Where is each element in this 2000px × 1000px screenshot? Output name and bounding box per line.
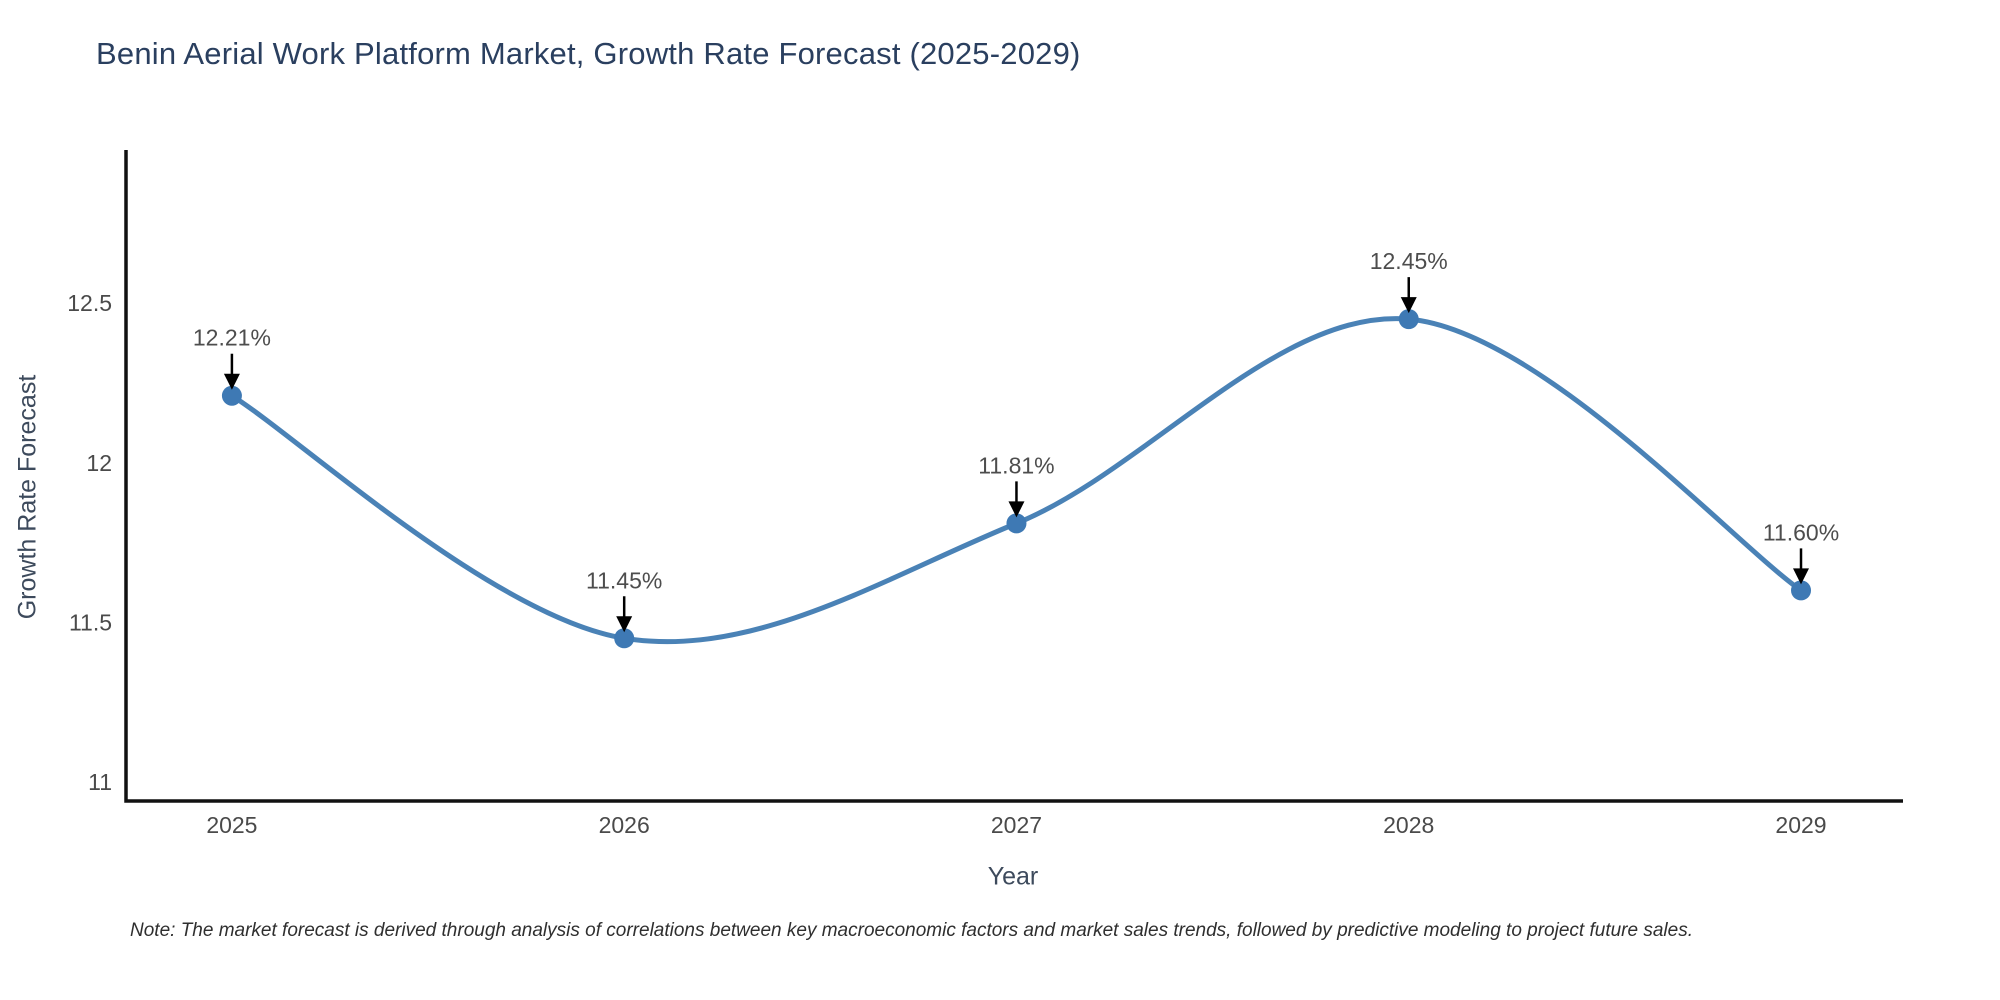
data-point-label: 12.21% bbox=[193, 325, 271, 351]
annotation-arrowhead-icon bbox=[1793, 568, 1810, 585]
y-tick-label: 11.5 bbox=[69, 609, 112, 635]
data-point-marker bbox=[614, 628, 635, 649]
data-point-marker bbox=[1006, 513, 1027, 534]
x-tick-label: 2026 bbox=[599, 812, 650, 838]
footnote: Note: The market forecast is derived thr… bbox=[130, 920, 1693, 941]
x-tick-label: 2027 bbox=[991, 812, 1042, 838]
axis-spines bbox=[124, 150, 1903, 803]
annotation-arrowhead-icon bbox=[1400, 297, 1417, 314]
data-point-marker bbox=[221, 385, 242, 406]
data-point-marker bbox=[1398, 309, 1419, 330]
x-tick-label: 2028 bbox=[1383, 812, 1434, 838]
data-point-label: 12.45% bbox=[1370, 248, 1448, 274]
x-axis-title: Year bbox=[987, 862, 1039, 891]
y-axis-title: Growth Rate Forecast bbox=[13, 374, 42, 620]
data-point-label: 11.81% bbox=[978, 452, 1054, 478]
y-tick-label: 12.5 bbox=[67, 290, 112, 316]
y-tick-label: 11 bbox=[88, 769, 112, 795]
annotation-arrowhead-icon bbox=[223, 373, 240, 390]
x-tick-label: 2029 bbox=[1775, 812, 1826, 838]
data-point-marker bbox=[1791, 580, 1812, 601]
annotation-arrowhead-icon bbox=[1008, 501, 1025, 518]
chart-title: Benin Aerial Work Platform Market, Growt… bbox=[96, 36, 1081, 71]
data-point-label: 11.45% bbox=[586, 567, 662, 593]
y-tick-label: 12 bbox=[86, 450, 112, 476]
data-point-label: 11.60% bbox=[1763, 519, 1839, 545]
annotation-arrowhead-icon bbox=[616, 616, 633, 633]
trend-line bbox=[229, 316, 1804, 645]
x-tick-label: 2025 bbox=[206, 812, 257, 838]
